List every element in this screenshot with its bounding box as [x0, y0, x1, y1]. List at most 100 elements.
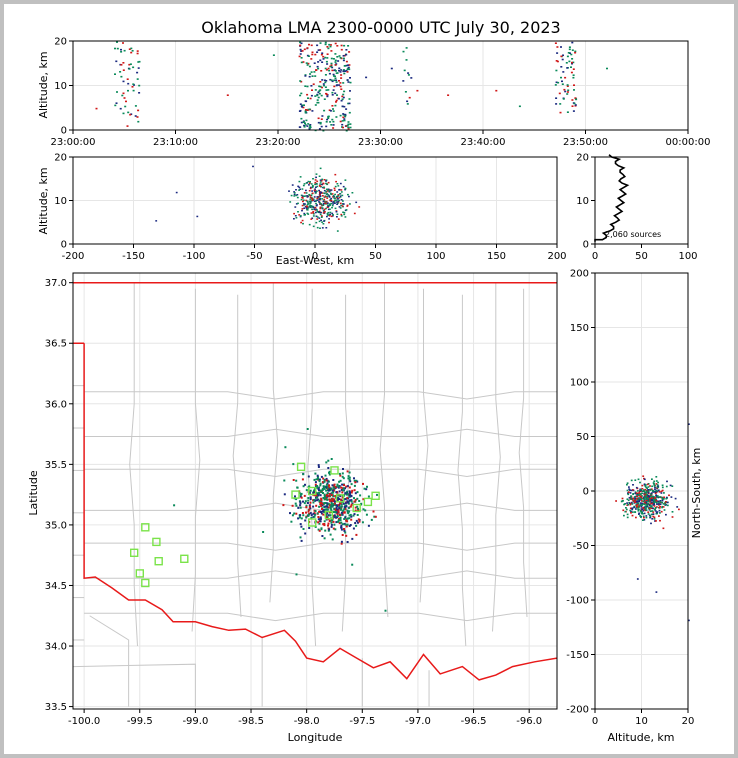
plan-view-source	[345, 505, 348, 508]
time-height-source	[347, 126, 350, 129]
plan-view-source	[340, 524, 343, 527]
east-west-source	[334, 193, 336, 196]
time-height-source	[571, 49, 574, 51]
north-south-source	[625, 507, 627, 509]
lma-station-marker	[371, 491, 380, 500]
north-south-source	[626, 489, 629, 492]
time-height-source	[567, 52, 570, 54]
north-south-source	[638, 508, 640, 511]
plan-view-y-tick-label: 35.0	[45, 520, 67, 531]
east-west-source	[334, 202, 336, 204]
east-west-source	[316, 197, 319, 200]
north-south-source	[650, 501, 653, 504]
north-south-source	[641, 508, 644, 511]
north-south-source	[650, 513, 653, 516]
east-west-source	[329, 190, 332, 192]
time-height-source	[317, 67, 320, 70]
east-west-source	[316, 218, 319, 220]
north-south-source	[636, 495, 638, 498]
time-height-source	[327, 117, 330, 119]
east-west-source	[311, 208, 313, 211]
plan-view-source	[315, 504, 318, 507]
time-height-source	[403, 69, 406, 72]
east-west-source	[334, 199, 336, 202]
east-west-source	[319, 193, 321, 196]
plan-view-source	[345, 519, 348, 522]
plan-view-source	[335, 521, 338, 524]
plan-view-source	[321, 535, 324, 537]
east-west-source	[328, 204, 331, 206]
plan-view-source	[326, 502, 329, 505]
time-height-source	[95, 107, 98, 110]
north-south-source	[639, 493, 642, 496]
east-west-source	[316, 180, 319, 183]
east-west-source	[345, 209, 348, 211]
east-west-source	[335, 211, 338, 213]
plan-view-source	[317, 498, 320, 501]
plan-view-source	[352, 514, 355, 517]
plan-view-source	[320, 527, 323, 530]
time-height-x-tick-label: 23:20:00	[256, 137, 301, 148]
east-west-source	[336, 213, 339, 215]
east-west-source	[314, 190, 316, 193]
east-west-source	[312, 210, 315, 213]
east-west-source	[331, 206, 333, 209]
east-west-source	[309, 200, 311, 203]
time-height-source	[572, 68, 575, 70]
time-height-source	[122, 62, 125, 64]
east-west-source	[300, 198, 303, 201]
plan-view-source	[341, 513, 344, 516]
plan-view-source	[321, 488, 324, 491]
plan-view-source	[323, 510, 325, 513]
plan-view-source	[320, 497, 323, 500]
plan-view-source	[332, 527, 335, 530]
time-height-source	[304, 110, 307, 112]
north-south-source	[644, 488, 647, 491]
north-south-source	[640, 497, 643, 499]
time-height-source	[343, 90, 346, 93]
plan-view-source	[340, 511, 343, 514]
time-height-source	[306, 47, 309, 49]
north-south-xlabel: Altitude, km	[607, 731, 674, 744]
time-height-source	[314, 53, 317, 56]
time-height-source	[348, 111, 351, 114]
north-south-source	[659, 496, 662, 498]
east-west-source	[311, 192, 314, 194]
plan-view-source	[303, 494, 306, 497]
plan-view-source	[327, 514, 330, 517]
north-south-source	[641, 495, 643, 497]
north-south-source	[663, 492, 665, 494]
east-west-source	[302, 203, 305, 205]
north-south-source	[651, 499, 654, 501]
plan-view-source	[340, 488, 343, 491]
time-height-grid	[72, 40, 689, 131]
plan-view-source	[341, 491, 344, 494]
altitude-histogram-x-tick-label: 100	[678, 251, 697, 262]
east-west-source	[353, 212, 356, 215]
east-west-source	[297, 185, 300, 188]
east-west-source	[290, 194, 293, 197]
east-west-source	[349, 203, 351, 205]
plan-view-source	[323, 520, 326, 523]
east-west-source	[252, 165, 254, 168]
time-height-source	[556, 52, 559, 54]
time-height-source	[315, 69, 317, 71]
time-height-source	[115, 102, 118, 104]
east-west-x-tick-label: 100	[426, 251, 445, 262]
time-height-source	[308, 108, 311, 111]
plan-view-source	[337, 504, 340, 507]
east-west-source	[300, 221, 302, 224]
north-south-y-tick-label: -100	[566, 596, 589, 607]
east-west-source	[337, 195, 339, 197]
east-west-source	[315, 173, 318, 175]
north-south-source	[658, 504, 660, 506]
time-height-source	[319, 89, 322, 91]
north-south-source	[626, 482, 629, 484]
time-height-source	[340, 88, 343, 90]
plan-view-source	[326, 508, 329, 511]
time-height-source	[325, 80, 328, 82]
plan-view-source	[302, 500, 304, 503]
plan-view-source	[301, 478, 304, 481]
north-south-source	[632, 511, 634, 513]
east-west-source	[331, 204, 334, 207]
